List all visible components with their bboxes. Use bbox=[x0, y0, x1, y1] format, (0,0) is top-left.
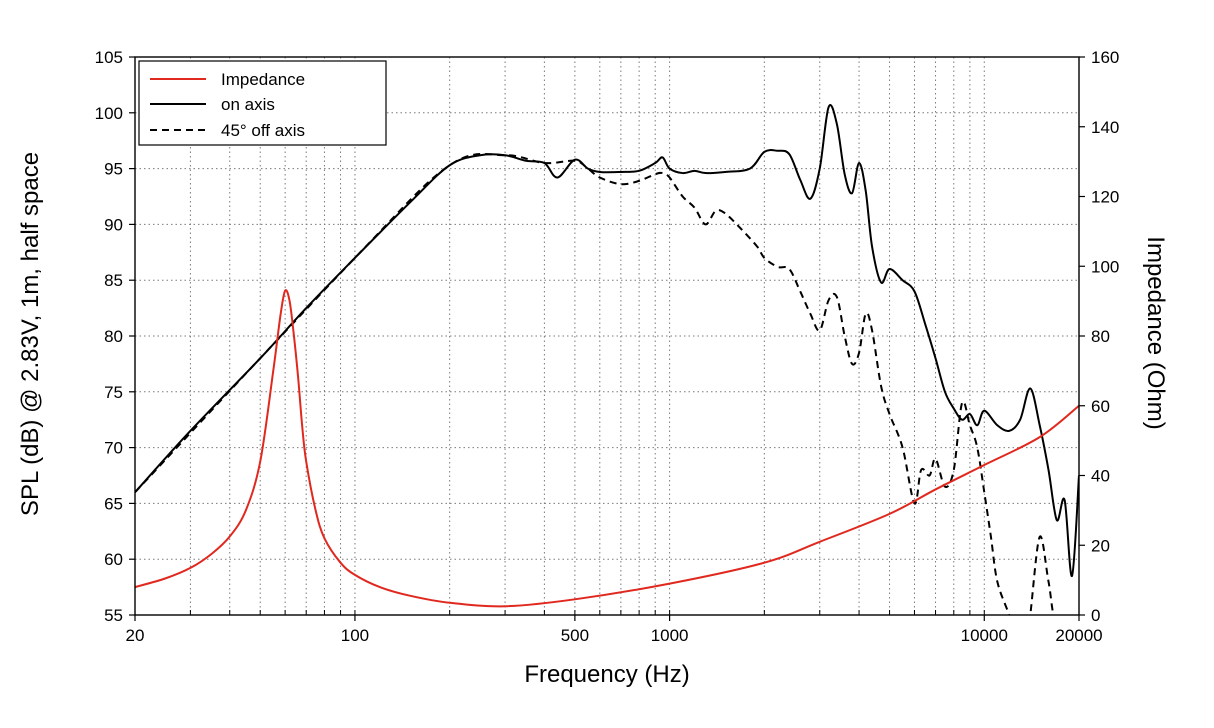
grid-layer bbox=[135, 57, 1079, 615]
series-impedance bbox=[135, 289, 1079, 608]
y-tick-label: 55 bbox=[104, 606, 123, 625]
y2-tick-label: 20 bbox=[1091, 536, 1110, 555]
y-tick-label: 65 bbox=[104, 494, 123, 513]
x-tick-label: 1000 bbox=[651, 626, 689, 645]
y2-tick-label: 60 bbox=[1091, 397, 1110, 416]
y-tick-label: 90 bbox=[104, 215, 123, 234]
x-tick-label: 500 bbox=[561, 626, 589, 645]
series-off-axis bbox=[135, 152, 1055, 615]
y2-tick-label: 40 bbox=[1091, 467, 1110, 486]
y-tick-label: 85 bbox=[104, 271, 123, 290]
y2-tick-label: 100 bbox=[1091, 257, 1119, 276]
y2-tick-label: 120 bbox=[1091, 188, 1119, 207]
y2-tick-label: 0 bbox=[1091, 606, 1100, 625]
series-on-axis bbox=[135, 104, 1079, 577]
x-tick-label: 20 bbox=[126, 626, 145, 645]
legend-label-impedance: Impedance bbox=[221, 70, 305, 89]
y-tick-label: 95 bbox=[104, 160, 123, 179]
y-tick-label: 70 bbox=[104, 439, 123, 458]
y-tick-label: 100 bbox=[95, 104, 123, 123]
x-tick-label: 100 bbox=[341, 626, 369, 645]
y2-tick-label: 140 bbox=[1091, 118, 1119, 137]
y-axis-title: SPL (dB) @ 2.83V, 1m, half space bbox=[17, 152, 44, 516]
x-tick-label: 20000 bbox=[1055, 626, 1102, 645]
y2-tick-label: 160 bbox=[1091, 48, 1119, 67]
y-tick-label: 105 bbox=[95, 48, 123, 67]
y2-axis-title: Impedance (Ohm) bbox=[1142, 236, 1169, 429]
tick-layer: 55 60 65 70 75 80 85 90 95 100 105 0 20 40 60 80 100 120 1… bbox=[95, 48, 1120, 645]
x-axis-title: Frequency (Hz) bbox=[524, 661, 689, 688]
x-tick-label: 10000 bbox=[961, 626, 1008, 645]
y2-tick-label: 80 bbox=[1091, 327, 1110, 346]
legend: Impedance on axis 45° off axis bbox=[138, 60, 387, 146]
y-tick-label: 80 bbox=[104, 327, 123, 346]
y-tick-label: 60 bbox=[104, 550, 123, 569]
legend-label-on-axis: on axis bbox=[221, 95, 275, 114]
series-layer bbox=[135, 104, 1079, 615]
y-tick-label: 75 bbox=[104, 383, 123, 402]
legend-label-off-axis: 45° off axis bbox=[221, 121, 305, 140]
